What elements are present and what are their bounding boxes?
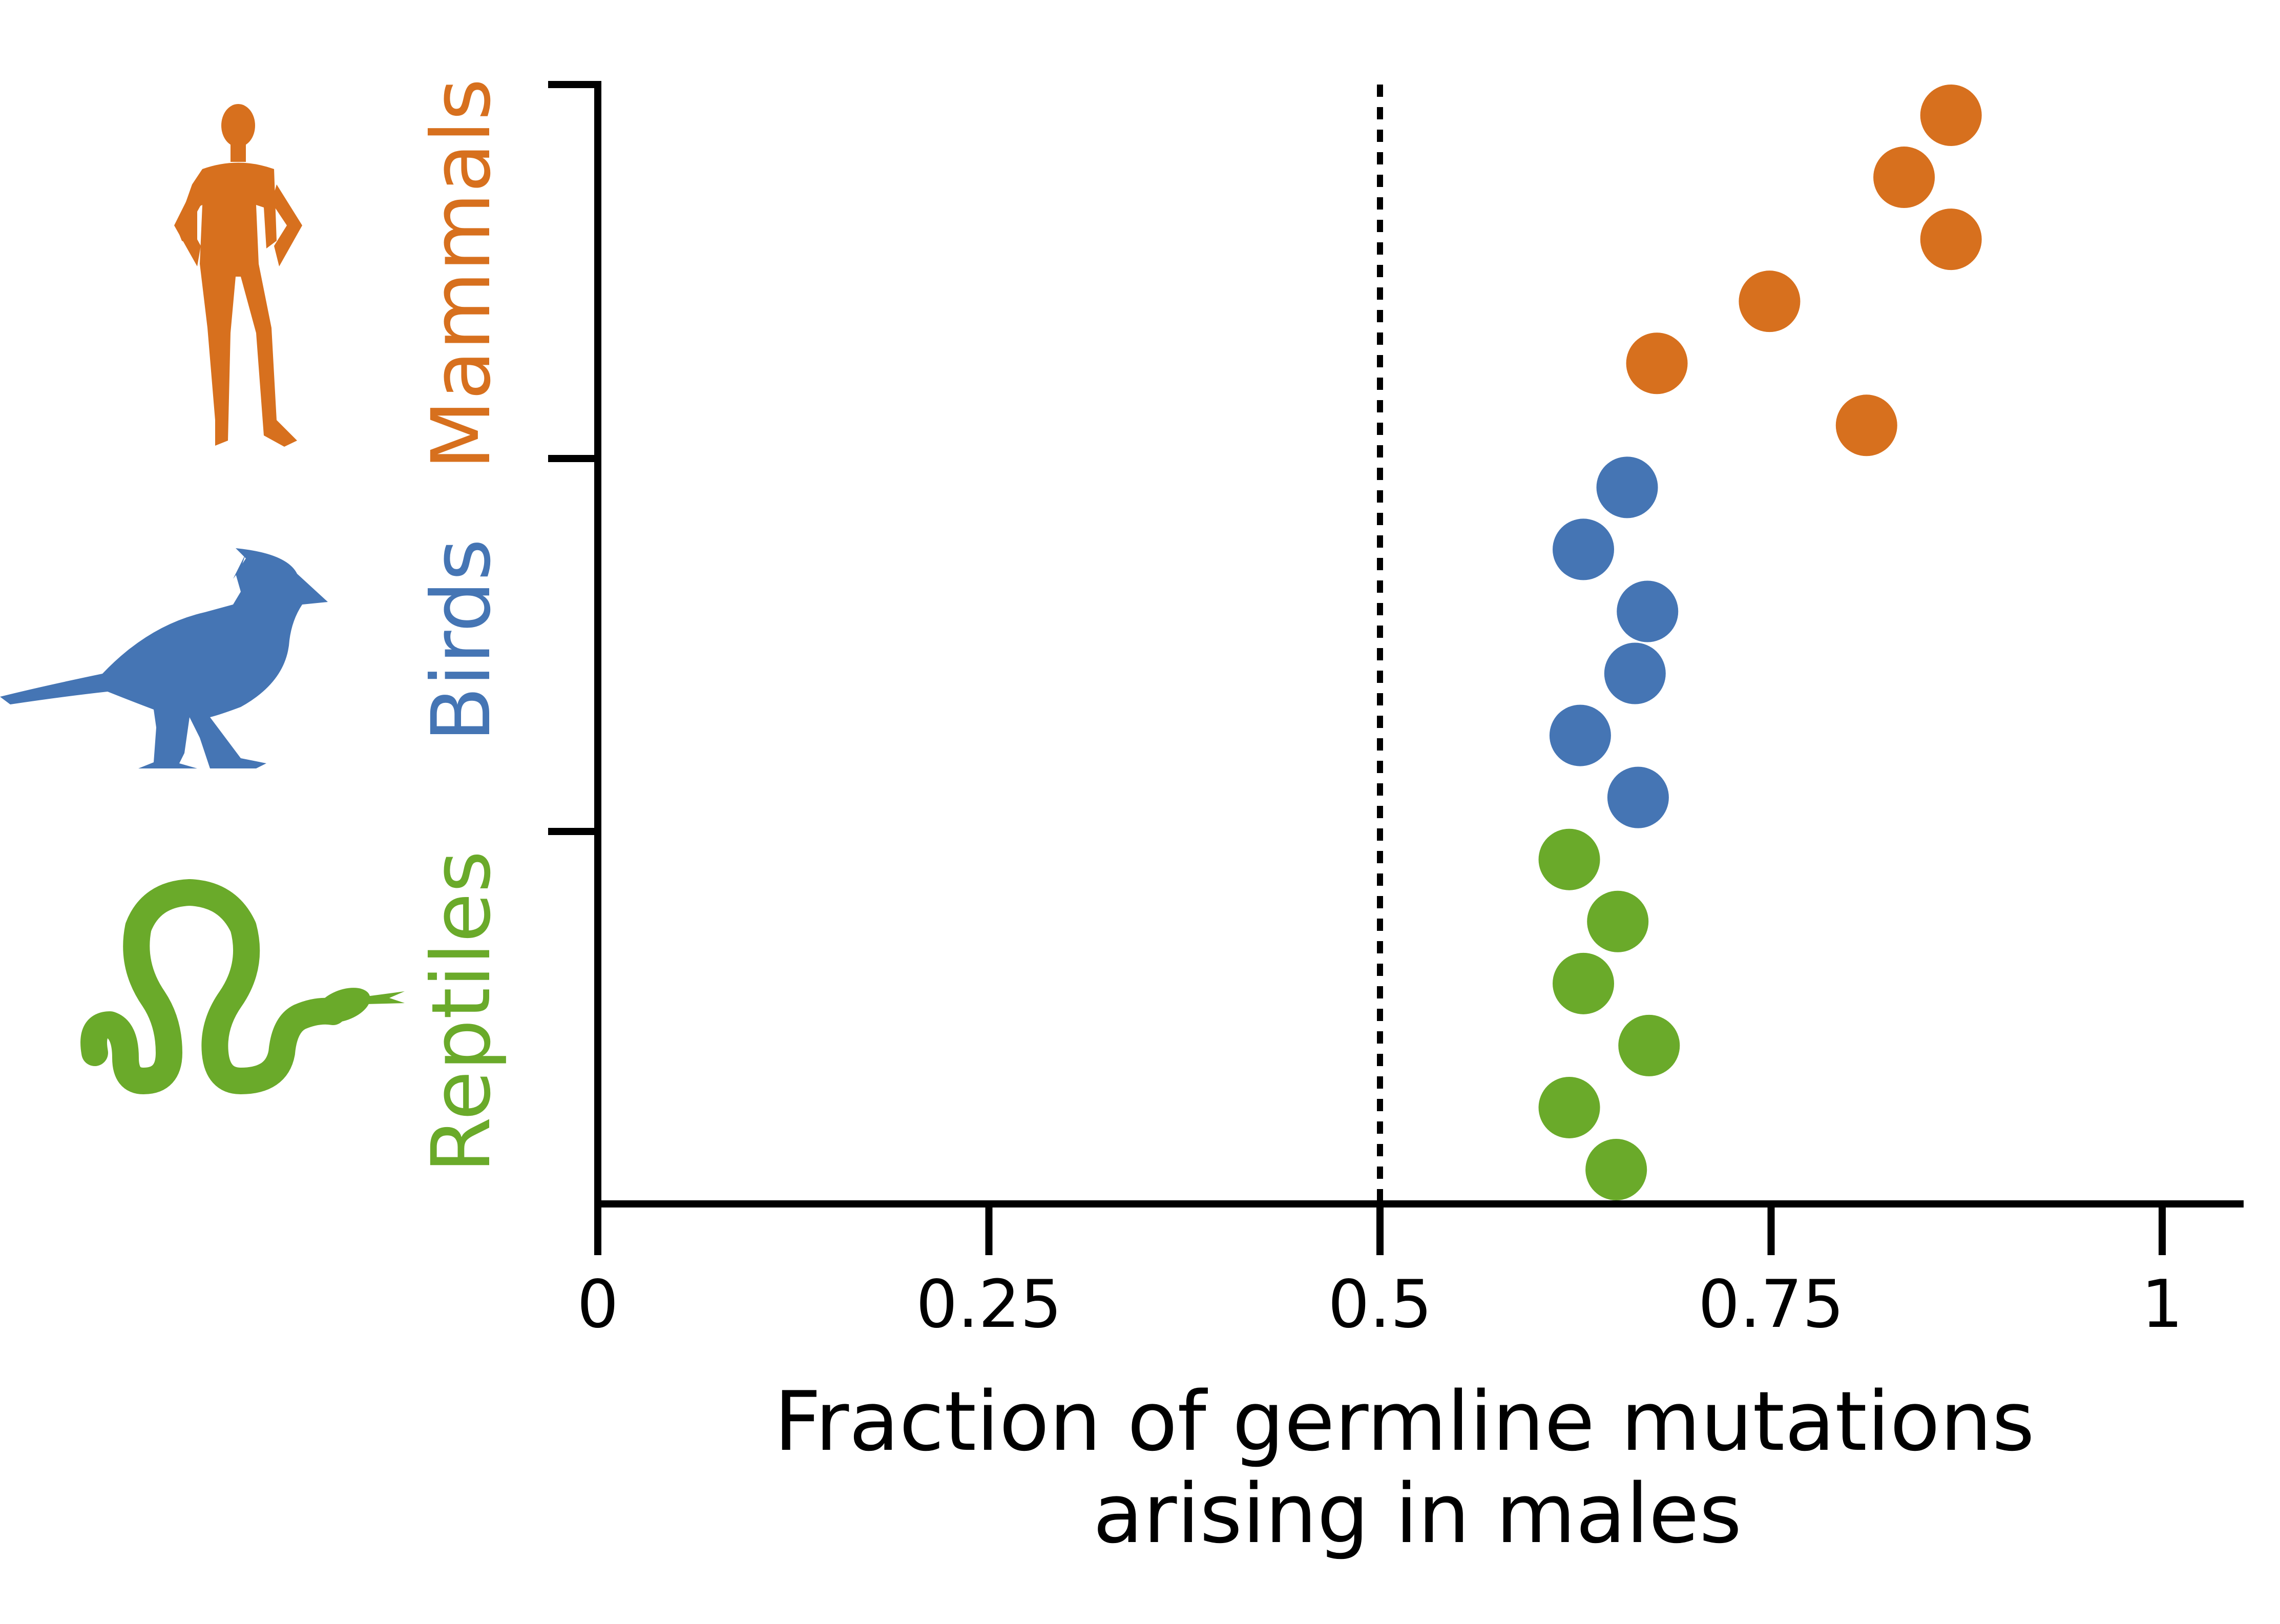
data-point-reptiles xyxy=(1585,1139,1647,1200)
data-point-mammals xyxy=(1873,147,1935,209)
x-tick-label: 0 xyxy=(577,1266,618,1343)
data-point-reptiles xyxy=(1553,952,1615,1014)
snake-icon xyxy=(80,879,346,1094)
data-point-mammals xyxy=(1920,85,1982,146)
snake-head-icon xyxy=(316,988,405,1023)
group-label-mammals: Mammals xyxy=(414,78,509,470)
data-point-mammals xyxy=(1835,394,1897,456)
bird-icon xyxy=(0,548,328,768)
axes xyxy=(548,81,2244,1207)
x-axis-title-line-1: Fraction of germline mutations xyxy=(774,1373,2035,1469)
data-point-birds xyxy=(1549,704,1611,766)
data-point-reptiles xyxy=(1587,890,1649,952)
data-point-birds xyxy=(1617,580,1679,642)
data-point-birds xyxy=(1607,766,1669,828)
data-points xyxy=(1538,85,1982,1200)
x-tick-label: 0.5 xyxy=(1328,1266,1432,1343)
x-tick-label: 0.75 xyxy=(1698,1266,1844,1343)
data-point-mammals xyxy=(1626,332,1688,394)
x-tick-labels: 0 0.25 0.5 0.75 1 xyxy=(577,1266,2183,1343)
data-point-birds xyxy=(1553,518,1615,580)
data-point-reptiles xyxy=(1618,1014,1680,1076)
data-point-reptiles xyxy=(1538,1076,1600,1138)
data-point-birds xyxy=(1596,456,1658,518)
data-point-mammals xyxy=(1920,209,1982,270)
x-tick-label: 1 xyxy=(2141,1266,2183,1343)
x-ticks xyxy=(594,1204,2166,1255)
human-icon xyxy=(174,104,302,447)
data-point-mammals xyxy=(1739,270,1801,332)
group-label-reptiles: Reptiles xyxy=(414,850,509,1173)
x-tick-label: 0.25 xyxy=(916,1266,1062,1343)
data-point-reptiles xyxy=(1538,828,1600,890)
data-point-birds xyxy=(1604,642,1666,704)
group-label-birds: Birds xyxy=(414,538,509,742)
x-axis-title: Fraction of germline mutations arising i… xyxy=(774,1373,2061,1561)
x-axis-title-line-2: arising in males xyxy=(1093,1466,1742,1561)
